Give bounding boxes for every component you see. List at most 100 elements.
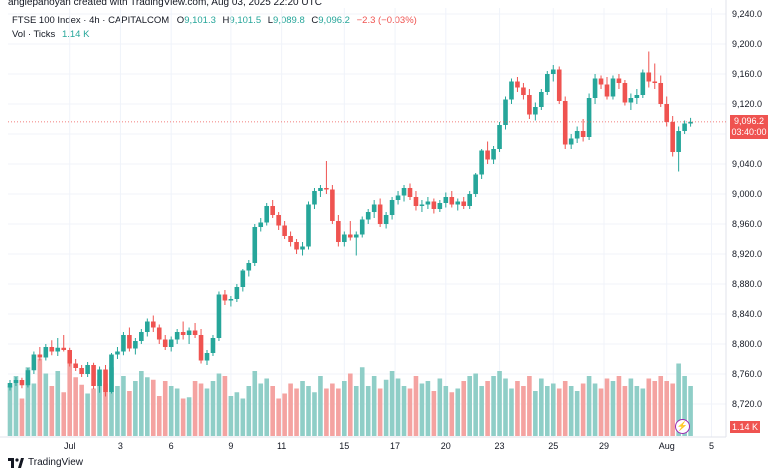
candle-body	[455, 201, 461, 205]
candle-body	[133, 341, 138, 349]
candle-body	[491, 149, 496, 160]
candle-body	[216, 294, 222, 338]
volume-bar	[7, 386, 13, 436]
volume-bar	[592, 383, 598, 436]
volume-bar	[91, 388, 96, 436]
y-tick-label: 9,040.0	[732, 159, 762, 169]
candle-body	[604, 84, 610, 97]
candle-body	[312, 191, 317, 205]
volume-bar	[210, 381, 216, 436]
candle-body	[497, 125, 502, 149]
tradingview-logo-icon	[8, 457, 24, 468]
legend-close-label: C	[311, 15, 319, 26]
flash-icon[interactable]: ⚡	[675, 419, 690, 434]
candle-body	[509, 81, 514, 100]
candle-body	[19, 380, 25, 386]
x-tick-label: 20	[441, 441, 451, 451]
candle-body	[13, 380, 19, 383]
volume-bar	[97, 379, 102, 436]
volume-bar	[121, 376, 126, 436]
volume-bar	[652, 381, 658, 436]
candle-body	[228, 299, 234, 301]
volume-bar	[437, 378, 443, 436]
volume-bar	[246, 386, 252, 436]
candle-body	[288, 236, 293, 242]
candle-body	[545, 74, 550, 92]
candle-body	[174, 332, 180, 340]
volume-bar	[539, 378, 544, 436]
volume-bar	[216, 373, 222, 436]
candle-body	[580, 131, 586, 137]
candle-body	[306, 204, 311, 247]
candle-body	[443, 197, 449, 203]
volume-bar	[598, 388, 604, 436]
legend-low: 9,089.8	[273, 15, 305, 26]
candle-body	[586, 98, 592, 137]
candle-body	[574, 131, 580, 139]
y-tick-label: 9,000.0	[732, 189, 762, 199]
candle-body	[503, 99, 508, 125]
candle-body	[395, 195, 401, 200]
candle-body	[79, 368, 84, 374]
volume-bar	[324, 388, 329, 436]
legend-volume-label[interactable]: Vol · Ticks	[12, 29, 56, 40]
volume-bar	[312, 392, 317, 436]
candle-body	[330, 189, 335, 221]
candle-body	[640, 72, 646, 95]
candle-body	[568, 138, 574, 145]
volume-bar	[658, 376, 664, 436]
volume-bar	[258, 383, 264, 436]
volume-bar	[109, 367, 114, 436]
candle-body	[634, 95, 640, 98]
volume-bar	[550, 383, 556, 436]
volume-bar	[192, 381, 198, 436]
legend-symbol[interactable]: FTSE 100 Index · 4h · CAPITALCOM	[12, 15, 170, 26]
volume-bar	[13, 376, 19, 436]
legend-close: 9,096.2	[318, 15, 350, 26]
candle-body	[318, 188, 323, 191]
candle-body	[556, 69, 562, 101]
volume-bar	[43, 373, 49, 436]
volume-bar	[670, 383, 675, 436]
legend-open-label: O	[176, 15, 185, 26]
volume-bar	[336, 388, 341, 436]
candle-body	[353, 234, 359, 238]
volume-bar	[282, 393, 287, 436]
brand-name: TradingView	[28, 457, 84, 468]
legend-volume-value: 1.14 K	[61, 29, 90, 40]
volume-bar	[276, 398, 281, 436]
candle-body	[377, 204, 383, 224]
candle-body	[389, 200, 395, 215]
candle-body	[342, 234, 347, 242]
candle-body	[652, 81, 658, 83]
legend-ohlc-row: FTSE 100 Index · 4h · CAPITALCOM O9,101.…	[12, 14, 417, 28]
volume-bar	[85, 393, 90, 436]
candle-body	[150, 321, 156, 328]
volume-bar	[682, 376, 687, 436]
y-tick-label: 9,160.0	[732, 69, 762, 79]
y-tick-label: 8,720.0	[732, 399, 762, 409]
volume-bar	[485, 381, 490, 436]
x-tick-label: 3	[118, 441, 123, 451]
volume-bar	[449, 392, 455, 436]
legend-open: 9,101.3	[184, 15, 216, 26]
x-tick-label: 5	[709, 441, 714, 451]
volume-bar	[503, 378, 508, 436]
y-tick-label: 8,880.0	[732, 279, 762, 289]
candle-body	[664, 104, 669, 122]
volume-bar	[473, 373, 478, 436]
x-tick-label: 15	[339, 441, 349, 451]
volume-bar	[431, 391, 437, 436]
volume-bar	[294, 388, 299, 436]
candle-body	[198, 335, 204, 361]
volume-bar	[288, 383, 293, 436]
candle-body	[365, 212, 371, 220]
volume-bar	[616, 376, 622, 436]
candle-body	[276, 215, 281, 226]
candle-body	[145, 321, 150, 332]
candle-body	[592, 78, 598, 98]
candle-body	[658, 83, 664, 104]
volume-bar	[527, 376, 532, 436]
x-tick-label: 23	[495, 441, 505, 451]
